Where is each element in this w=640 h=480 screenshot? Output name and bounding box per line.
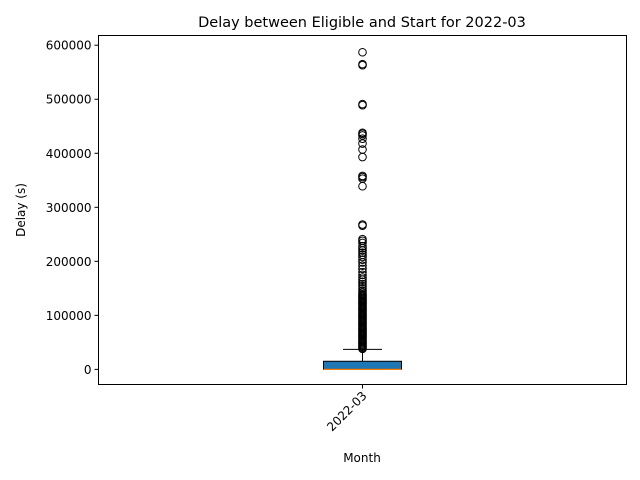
outlier-point [358,47,367,57]
outlier-point [358,250,367,260]
plot-area [323,47,402,370]
outlier-point [358,248,367,257]
outlier-point [358,273,367,282]
outlier-point [358,139,367,148]
outlier-point [358,181,367,191]
outlier-point [358,267,367,277]
plot-frame [98,35,627,385]
outlier-point [358,281,367,291]
outlier-point [358,128,367,138]
outlier-point [358,238,367,248]
y-tick-label: 600000 [46,39,92,53]
y-tick-label: 0 [84,363,92,377]
outlier-point [358,99,367,109]
outlier-point [358,220,367,229]
outlier-point [358,252,367,262]
y-tick-label: 200000 [46,255,92,269]
y-tick-label: 300000 [46,201,92,215]
y-tick-label: 100000 [46,309,92,323]
outlier-point [358,145,367,154]
outlier-point [358,264,367,274]
box-iqr [323,360,402,370]
x-axis-label: Month [343,451,381,465]
outlier-point [358,284,367,293]
outlier-point [358,59,367,69]
outlier-point [358,234,367,244]
outlier-point [358,279,367,289]
y-tick-label: 500000 [46,93,92,107]
outlier-point [358,286,367,295]
outlier-point [358,255,367,265]
x-tick-label: 2022-03 [324,389,369,434]
y-axis-ticks: 0 100000 200000 300000 400000 500000 600000 [46,39,99,377]
outlier-point [358,270,367,280]
outlier-point [358,277,367,287]
y-tick-label: 400000 [46,147,92,161]
outlier-point [358,261,367,270]
outlier-point [358,171,367,181]
x-axis-ticks: 2022-03 [324,384,370,434]
y-axis-label: Delay (s) [14,183,28,237]
outlier-point [358,241,367,251]
outlier-point [358,134,367,143]
chart-title: Delay between Eligible and Start for 202… [198,15,526,31]
outlier-point [358,152,367,162]
